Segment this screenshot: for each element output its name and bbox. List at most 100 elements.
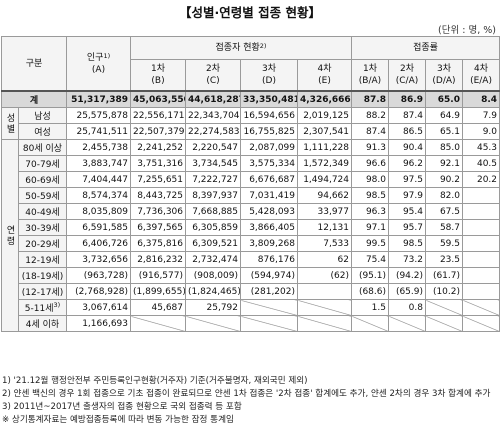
data-cell: (65.9) xyxy=(388,283,426,300)
row-label-text: 12-19세 xyxy=(25,256,60,266)
header-cell: 3차 (D) xyxy=(240,59,298,92)
data-cell: 67.5 xyxy=(425,203,463,220)
data-cell xyxy=(461,283,500,300)
data-cell: 7,533 xyxy=(297,235,352,252)
data-cell: 59.5 xyxy=(425,235,463,252)
data-row: 40-49세 8,035,809 7,736,306 7,668,885 5,428,0… xyxy=(2,203,500,220)
header-text: 4차 xyxy=(317,64,332,74)
data-cell: 7,404,447 xyxy=(66,171,131,188)
row-label-text: 4세 이하 xyxy=(25,320,60,330)
data-cell: 75.4 xyxy=(351,251,389,268)
header-text: 1차 xyxy=(362,64,377,74)
header-cell: 3차 (D/A) xyxy=(425,59,463,92)
data-cell: (916,577) xyxy=(130,267,186,284)
row-label-text: 70-79세 xyxy=(25,160,60,170)
header-cell: 인구1) (A) xyxy=(66,36,131,92)
data-cell: 44,618,287 xyxy=(185,90,241,108)
data-row: 5-11세3) 3,067,614 45,687 25,792 1.5 0.8 xyxy=(2,299,500,316)
data-row: 12-19세 3,732,656 2,816,232 2,732,474 876,176… xyxy=(2,251,500,268)
data-cell: 8,397,937 xyxy=(185,187,241,204)
data-cell: (281,202) xyxy=(240,283,298,300)
header-sub: (B/A) xyxy=(358,76,382,86)
row-label: 80세 이상 xyxy=(18,139,67,156)
header-cell: 구분 xyxy=(1,36,67,92)
header-text: 2차 xyxy=(399,64,414,74)
data-cell: 45.3 xyxy=(461,139,500,156)
data-cell: 12,131 xyxy=(297,219,352,236)
data-cell: (908,009) xyxy=(185,267,241,284)
data-cell: 33,350,481 xyxy=(240,90,298,108)
data-cell: 97.5 xyxy=(388,171,426,188)
header-cell: 4차 (E/A) xyxy=(461,59,500,92)
data-cell: 3,883,747 xyxy=(66,155,131,172)
data-cell: (68.6) xyxy=(351,283,389,300)
data-cell: 45,687 xyxy=(130,299,186,316)
header-text: 3차 xyxy=(436,64,451,74)
data-cell: 2,455,738 xyxy=(66,139,131,156)
data-cell: 6,305,859 xyxy=(185,219,241,236)
data-cell: 96.3 xyxy=(351,203,389,220)
data-cell: 7,736,306 xyxy=(130,203,186,220)
row-label: 남성 xyxy=(18,107,67,124)
data-cell: 87.4 xyxy=(351,123,389,140)
data-row: (12-17세) (2,768,928) (1,899,655) (1,824,465… xyxy=(2,283,500,300)
footnote-ref: 2) xyxy=(259,42,267,50)
data-cell xyxy=(388,315,426,332)
row-label: 40-49세 xyxy=(18,203,67,220)
data-cell: 64.9 xyxy=(425,107,463,124)
data-cell: 73.2 xyxy=(388,251,426,268)
data-cell: 1,111,228 xyxy=(297,139,352,156)
data-cell xyxy=(461,219,500,236)
data-cell: (594,974) xyxy=(240,267,298,284)
data-cell: (2,768,928) xyxy=(66,283,131,300)
data-cell: 95.7 xyxy=(388,219,426,236)
group-label: 성별 xyxy=(1,107,19,140)
data-cell: 3,866,405 xyxy=(240,219,298,236)
header-cell: 접종자 현황2) xyxy=(130,36,352,60)
row-label-text: 남성 xyxy=(34,112,51,122)
data-cell: 3,732,656 xyxy=(66,251,131,268)
data-cell: 20.2 xyxy=(461,171,500,188)
data-cell: 98.0 xyxy=(351,171,389,188)
data-cell: 7,668,885 xyxy=(185,203,241,220)
data-cell xyxy=(461,267,500,284)
data-cell: 1,494,724 xyxy=(297,171,352,188)
data-cell: 1,572,349 xyxy=(297,155,352,172)
data-row: 여성 25,741,511 22,507,379 22,274,583 16,755,8… xyxy=(2,123,500,140)
data-cell: 16,755,825 xyxy=(240,123,298,140)
row-label-text: (18-19세) xyxy=(21,272,64,282)
header-cell: 1차 (B) xyxy=(130,59,186,92)
data-cell: 8,574,374 xyxy=(66,187,131,204)
data-cell: 87.4 xyxy=(388,107,426,124)
data-cell: 5,428,093 xyxy=(240,203,298,220)
data-cell: 25,741,511 xyxy=(66,123,131,140)
data-cell: 25,792 xyxy=(185,299,241,316)
data-cell: 65.1 xyxy=(425,123,463,140)
data-row: 20-29세 6,406,726 6,375,816 6,309,521 3,809,2… xyxy=(2,235,500,252)
data-cell: 40.5 xyxy=(461,155,500,172)
data-cell: 2,816,232 xyxy=(130,251,186,268)
footnotes: 1) '21.12월 행정안전부 주민등록인구현황(거주자) 기준(거주불명자,… xyxy=(2,375,498,427)
data-cell: 2,019,125 xyxy=(297,107,352,124)
row-label: 5-11세3) xyxy=(18,299,67,316)
data-cell: 91.3 xyxy=(351,139,389,156)
data-cell: (61.7) xyxy=(425,267,463,284)
data-cell: 2,307,541 xyxy=(297,123,352,140)
data-cell: 97.9 xyxy=(388,187,426,204)
data-cell: 6,406,726 xyxy=(66,235,131,252)
header-text: 인구 xyxy=(86,52,104,63)
data-cell: 88.2 xyxy=(351,107,389,124)
data-cell: 98.5 xyxy=(351,187,389,204)
unit: (단위 : 명, %) xyxy=(438,25,496,36)
footnote-ref: 1) xyxy=(103,51,111,60)
row-label-text: 40-49세 xyxy=(25,208,60,218)
data-cell xyxy=(240,299,298,316)
data-cell: 3,067,614 xyxy=(66,299,131,316)
data-cell: 33,977 xyxy=(297,203,352,220)
data-cell: 3,734,545 xyxy=(185,155,241,172)
row-label-text: (12-17세) xyxy=(21,288,64,298)
data-cell: 2,241,252 xyxy=(130,139,186,156)
header-sub: (D) xyxy=(262,76,276,86)
header-sub: (C) xyxy=(206,76,220,86)
